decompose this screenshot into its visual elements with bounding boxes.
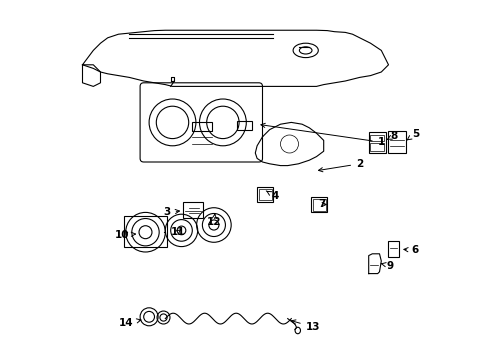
Text: 1: 1 [261, 123, 384, 147]
Text: 14: 14 [119, 318, 141, 328]
Text: 13: 13 [291, 320, 320, 332]
Text: 4: 4 [265, 191, 278, 201]
Text: 2: 2 [318, 159, 363, 172]
Text: 12: 12 [206, 214, 221, 228]
Text: 9: 9 [380, 261, 393, 271]
Bar [183, 202, 203, 218]
Bar [310, 197, 326, 212]
Text: 5: 5 [406, 129, 418, 140]
Bar [387, 241, 399, 257]
Text: 8: 8 [386, 131, 397, 141]
Bar [257, 187, 273, 202]
Bar [237, 121, 251, 130]
Bar [123, 216, 167, 247]
Bar [258, 189, 271, 200]
Bar [312, 199, 325, 211]
Text: 7: 7 [318, 199, 325, 210]
Text: 11: 11 [170, 227, 185, 237]
Text: 10: 10 [115, 230, 135, 240]
Bar [368, 132, 385, 153]
Text: 3: 3 [163, 207, 179, 217]
Bar [192, 122, 212, 131]
Text: 6: 6 [403, 245, 418, 255]
Bar [370, 135, 384, 141]
Bar [370, 143, 384, 151]
Bar [387, 131, 405, 153]
